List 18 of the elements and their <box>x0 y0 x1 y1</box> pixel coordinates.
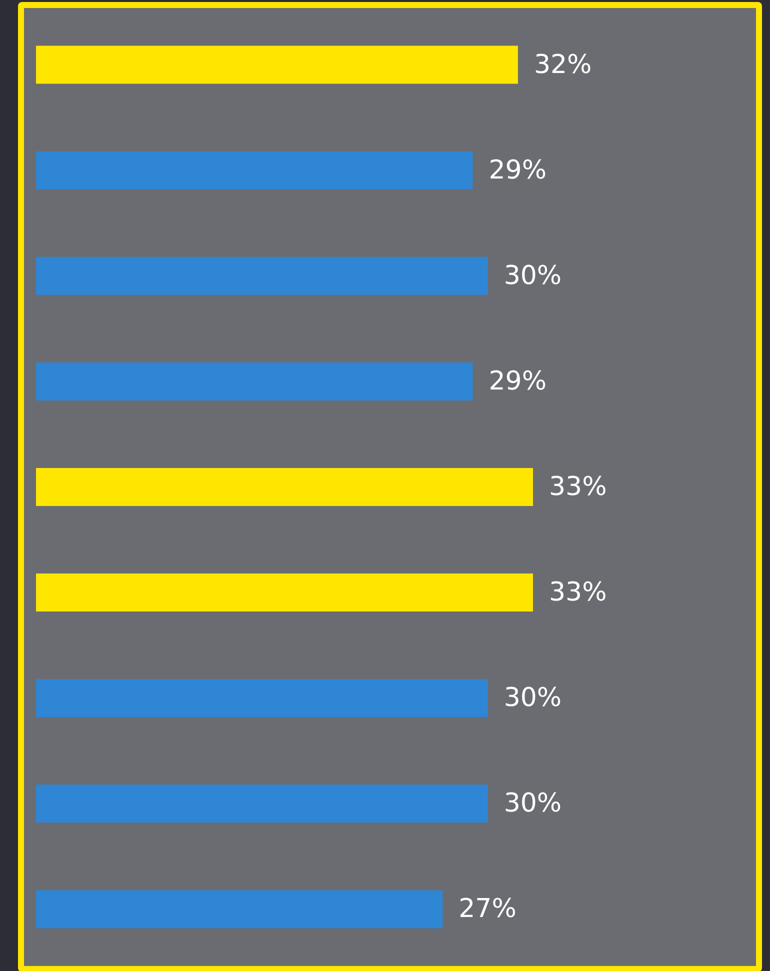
bar <box>36 362 473 400</box>
bar <box>36 574 533 612</box>
data-label: 30% <box>504 788 562 819</box>
data-label: 29% <box>488 366 547 396</box>
bar <box>36 46 518 84</box>
bar <box>36 468 533 506</box>
data-label: 32% <box>534 50 592 80</box>
bar <box>36 256 488 295</box>
data-label: 33% <box>549 578 607 608</box>
data-label: 30% <box>504 260 562 291</box>
bar <box>36 784 488 823</box>
bar <box>36 679 488 718</box>
data-label: 30% <box>504 683 562 714</box>
bar <box>36 151 473 190</box>
data-label: 29% <box>488 155 547 186</box>
bar <box>36 890 443 928</box>
data-label: 27% <box>458 894 516 924</box>
data-label: 33% <box>549 472 607 502</box>
